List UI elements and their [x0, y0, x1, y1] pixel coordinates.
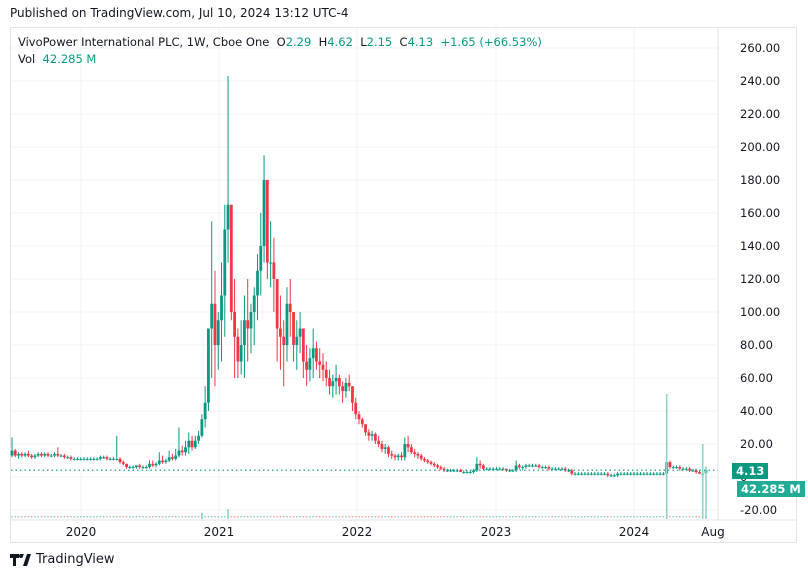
chart-frame[interactable]: [10, 27, 797, 543]
ohlc-row: VivoPower International PLC, 1W, Cboe On…: [18, 35, 542, 49]
price-axis-label: 240.00: [740, 74, 780, 88]
volume-bar: [701, 444, 704, 519]
symbol-title[interactable]: VivoPower International PLC, 1W, Cboe On…: [18, 35, 270, 49]
volume-label[interactable]: Vol: [18, 52, 36, 66]
price-axis-label: 120.00: [740, 272, 780, 286]
price-axis-label: 40.00: [740, 404, 773, 418]
chart-legend: VivoPower International PLC, 1W, Cboe On…: [18, 34, 542, 68]
high-value: 4.62: [327, 35, 353, 49]
time-axis-label: 2022: [342, 525, 373, 539]
price-axis-label: 200.00: [740, 140, 780, 154]
published-caption: Published on TradingView.com, Jul 10, 20…: [10, 6, 349, 20]
price-axis-label: 260.00: [740, 41, 780, 55]
price-axis-label: 60.00: [740, 371, 773, 385]
change-value: +1.65 (+66.53%): [440, 35, 542, 49]
price-axis-label: 180.00: [740, 173, 780, 187]
volume-bar: [227, 509, 229, 519]
time-axis-label: 2024: [619, 525, 650, 539]
volume-bar: [705, 466, 707, 519]
volume-bar: [665, 394, 668, 519]
price-axis-label: 80.00: [740, 338, 773, 352]
volume-badge: 42.285 M: [737, 481, 805, 497]
brand-name: TradingView: [36, 552, 115, 567]
volume-value: 42.285 M: [42, 52, 97, 66]
price-axis-label: 20.00: [740, 437, 773, 451]
time-axis-label: 2020: [66, 525, 97, 539]
time-axis-label: 2021: [204, 525, 235, 539]
time-axis-label: Aug: [701, 525, 724, 539]
volume-bar: [201, 512, 203, 519]
time-axis-label: 2023: [481, 525, 512, 539]
price-axis-label: -20.00: [740, 503, 777, 517]
tradingview-logo-icon: [10, 553, 31, 566]
low-value: 2.15: [366, 35, 393, 49]
volume-row: Vol 42.285 M: [18, 51, 542, 68]
open-value: 2.29: [285, 35, 312, 49]
close-value: 4.13: [407, 35, 434, 49]
price-axis-label: 100.00: [740, 305, 780, 319]
price-axis-label: 220.00: [740, 107, 780, 121]
price-axis-label: 140.00: [740, 239, 780, 253]
candles: [10, 76, 708, 518]
last-price-badge: 4.13: [732, 463, 769, 479]
tradingview-brand[interactable]: TradingView: [10, 552, 115, 567]
price-axis-label: 160.00: [740, 206, 780, 220]
